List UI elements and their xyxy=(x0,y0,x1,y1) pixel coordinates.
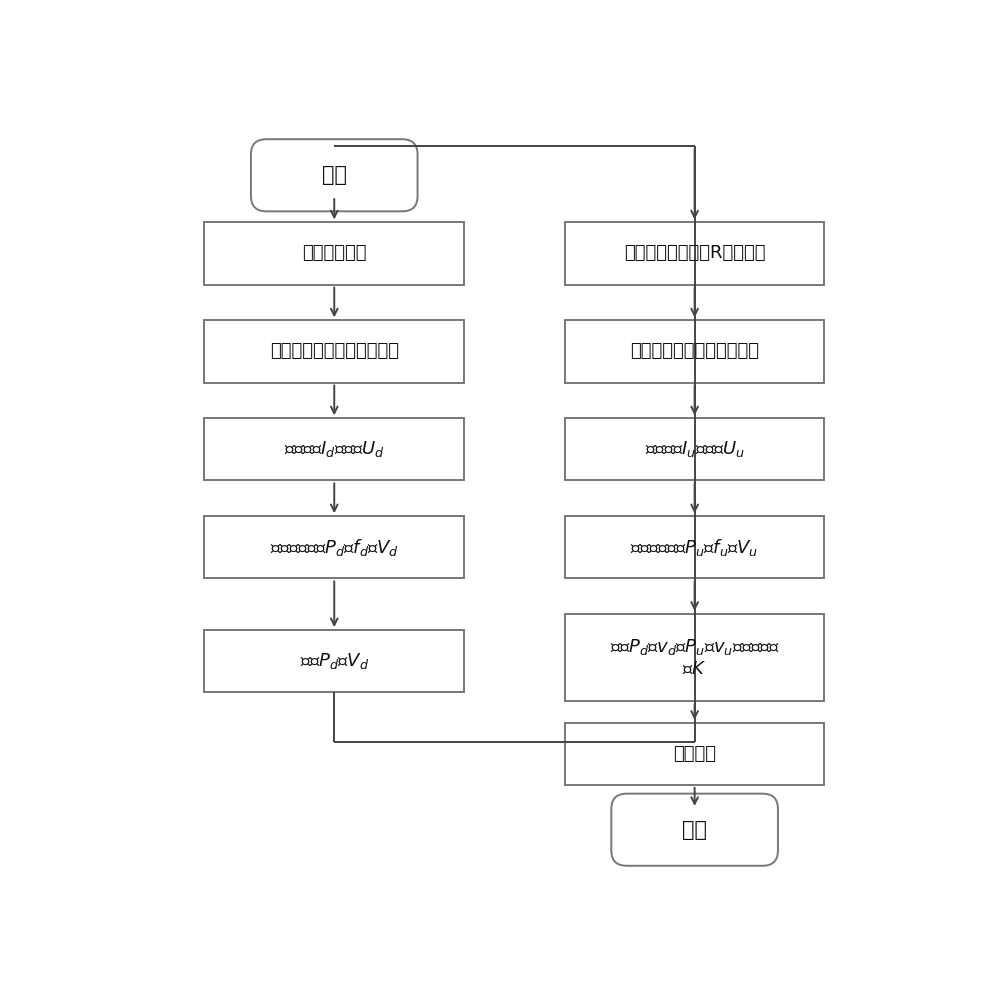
Text: 采集的电流信号和电压信号: 采集的电流信号和电压信号 xyxy=(630,342,759,361)
Text: 输出结果: 输出结果 xyxy=(673,744,716,763)
Bar xyxy=(204,320,464,383)
Bar xyxy=(204,630,464,692)
Text: 得到电流$\mathit{I}_d$和电压$\mathit{U}_d$: 得到电流$\mathit{I}_d$和电压$\mathit{U}_d$ xyxy=(284,440,384,459)
Bar xyxy=(204,418,464,480)
Text: 存储$\mathit{P}_d$、$\mathit{V}_d$: 存储$\mathit{P}_d$、$\mathit{V}_d$ xyxy=(300,651,369,671)
Bar xyxy=(565,723,824,785)
Bar xyxy=(565,516,824,579)
Text: 采集的电流信号和电压信号: 采集的电流信号和电压信号 xyxy=(270,342,399,361)
Bar xyxy=(204,516,464,579)
Text: 调用$\mathit{P}_d$、$\mathit{v}_d$、$\mathit{P}_u$、$\mathit{v}_u$得出平衡系
数$\mathit{K}$: 调用$\mathit{P}_d$、$\mathit{v}_d$、$\mathit… xyxy=(610,637,780,677)
Bar xyxy=(565,320,824,383)
Text: 分析计算得到$\mathit{P}_u$、$\mathit{f}_u$、$\mathit{V}_u$: 分析计算得到$\mathit{P}_u$、$\mathit{f}_u$、$\ma… xyxy=(630,536,759,558)
FancyBboxPatch shape xyxy=(251,139,418,211)
Text: 电梯检修下行: 电梯检修下行 xyxy=(302,245,366,262)
Text: 结束: 结束 xyxy=(682,819,707,840)
FancyBboxPatch shape xyxy=(611,794,778,866)
Text: 得到电流$\mathit{I}_u$和电压$\mathit{U}_u$: 得到电流$\mathit{I}_u$和电压$\mathit{U}_u$ xyxy=(645,440,745,459)
Text: 电梯外接星形电阻R空载上行: 电梯外接星形电阻R空载上行 xyxy=(624,245,765,262)
Bar xyxy=(565,222,824,285)
Bar xyxy=(565,418,824,480)
Text: 分析计算得到$\mathit{P}_d$、$\mathit{f}_d$、$\mathit{V}_d$: 分析计算得到$\mathit{P}_d$、$\mathit{f}_d$、$\ma… xyxy=(270,536,399,558)
Bar xyxy=(204,222,464,285)
Bar xyxy=(565,613,824,701)
Text: 开始: 开始 xyxy=(322,166,347,185)
